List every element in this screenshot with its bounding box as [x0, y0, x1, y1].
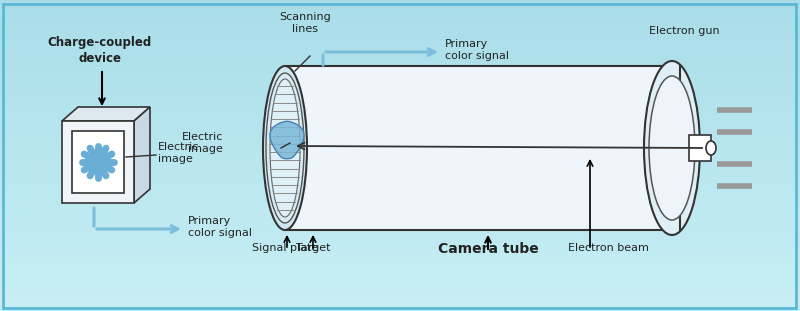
- Polygon shape: [62, 107, 150, 121]
- Bar: [0, 118, 800, 124]
- Polygon shape: [270, 121, 304, 159]
- Bar: [0, 51, 800, 57]
- Bar: [0, 103, 800, 109]
- Bar: [0, 30, 800, 36]
- Bar: [0, 66, 800, 72]
- Text: Scanning
lines: Scanning lines: [279, 12, 331, 34]
- Bar: [670, 66, 680, 230]
- Bar: [0, 113, 800, 119]
- Bar: [0, 128, 800, 135]
- Text: Camera tube: Camera tube: [438, 242, 538, 256]
- Bar: [0, 46, 800, 52]
- Bar: [0, 0, 800, 5]
- Bar: [0, 9, 800, 16]
- Ellipse shape: [644, 61, 700, 235]
- Bar: [0, 108, 800, 114]
- Bar: [0, 232, 800, 239]
- Text: Electron gun: Electron gun: [649, 26, 719, 36]
- Bar: [0, 191, 800, 197]
- Ellipse shape: [649, 76, 695, 220]
- Bar: [0, 206, 800, 212]
- Bar: [689, 135, 711, 161]
- Bar: [0, 15, 800, 21]
- Text: Electron beam: Electron beam: [567, 243, 649, 253]
- Bar: [0, 97, 800, 104]
- Text: Electric
image: Electric image: [182, 132, 223, 154]
- Bar: [0, 196, 800, 202]
- Bar: [0, 274, 800, 280]
- Bar: [0, 180, 800, 187]
- Bar: [0, 123, 800, 130]
- Text: Target: Target: [296, 243, 330, 253]
- Bar: [0, 175, 800, 181]
- Bar: [0, 56, 800, 62]
- Bar: [62, 121, 134, 203]
- Bar: [0, 299, 800, 306]
- Bar: [0, 284, 800, 290]
- Text: Primary
color signal: Primary color signal: [445, 39, 509, 61]
- Text: Charge-coupled
device: Charge-coupled device: [48, 36, 152, 65]
- Bar: [0, 4, 800, 10]
- Ellipse shape: [706, 141, 716, 155]
- Bar: [0, 134, 800, 140]
- Bar: [0, 227, 800, 233]
- Bar: [0, 77, 800, 83]
- Bar: [0, 289, 800, 295]
- Bar: [285, 66, 680, 230]
- Bar: [72, 131, 124, 193]
- Bar: [0, 279, 800, 285]
- Bar: [0, 25, 800, 31]
- Ellipse shape: [270, 79, 300, 217]
- Bar: [0, 61, 800, 67]
- Bar: [0, 305, 800, 311]
- Bar: [0, 40, 800, 47]
- Bar: [0, 243, 800, 249]
- Bar: [0, 237, 800, 244]
- Bar: [0, 139, 800, 145]
- Bar: [0, 222, 800, 228]
- Bar: [0, 253, 800, 259]
- Bar: [0, 217, 800, 223]
- Bar: [0, 258, 800, 264]
- Bar: [0, 165, 800, 171]
- Bar: [0, 35, 800, 41]
- Bar: [0, 160, 800, 166]
- Bar: [0, 201, 800, 207]
- Text: Primary
color signal: Primary color signal: [188, 216, 252, 238]
- Bar: [0, 268, 800, 275]
- Bar: [0, 82, 800, 88]
- Ellipse shape: [263, 66, 307, 230]
- Bar: [0, 72, 800, 78]
- Bar: [0, 248, 800, 254]
- Bar: [0, 295, 800, 301]
- Bar: [0, 170, 800, 176]
- Bar: [0, 87, 800, 93]
- Bar: [0, 211, 800, 218]
- Bar: [0, 144, 800, 150]
- Bar: [0, 186, 800, 192]
- Text: Electric
image: Electric image: [158, 142, 199, 164]
- Polygon shape: [134, 107, 150, 203]
- Bar: [0, 155, 800, 161]
- Text: Signal plate: Signal plate: [252, 243, 318, 253]
- Bar: [0, 149, 800, 156]
- Bar: [0, 20, 800, 26]
- Ellipse shape: [266, 73, 304, 223]
- Bar: [0, 263, 800, 270]
- Bar: [0, 92, 800, 99]
